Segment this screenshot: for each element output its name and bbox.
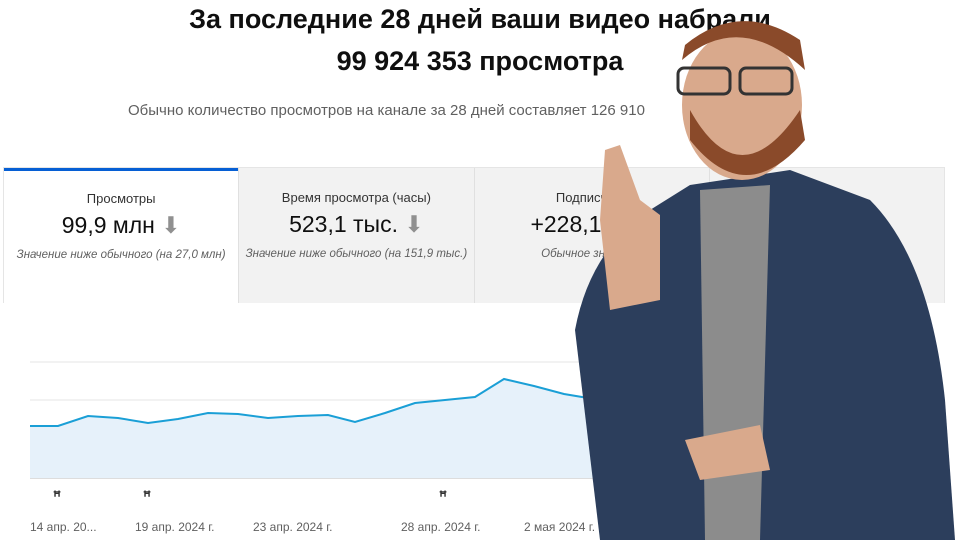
glasses: [676, 66, 732, 96]
date-label: 19 апр. 2024 г.: [135, 520, 215, 534]
tshirt: [700, 185, 770, 540]
metric-value-text: 523,1 тыс.: [289, 211, 398, 237]
title: За последние 28 дней ваши видео набрали: [189, 4, 771, 34]
date-label: 28 апр. 2024 г.: [401, 520, 481, 534]
metric-label: Просмотры: [86, 191, 156, 206]
metric-tab[interactable]: Время просмотра (часы) 523,1 тыс. ⬇ Значен…: [238, 168, 474, 303]
hair: [682, 21, 805, 71]
hand: [685, 425, 770, 480]
metric-tab[interactable]: Просмотры 99,9 млн ⬇ Значение ниже обычног…: [4, 168, 239, 303]
line: [30, 377, 601, 427]
person: [575, 21, 955, 540]
metric-note: Значение ниже обычного (на 151,9 тыс.): [245, 248, 468, 260]
area: [30, 379, 600, 478]
shorts-icons: ꟸ ꟸ ꟸ: [53, 488, 447, 504]
glasses: [738, 66, 794, 96]
metric-value: 523,1 тыс. ⬇: [289, 211, 424, 237]
metric-note: Значение ниже обычного (на 27,0 млн): [16, 249, 226, 261]
metric-value: 99,9 млн ⬇: [61, 212, 181, 238]
shorts-icon: ꟸ: [143, 488, 151, 504]
title: 99 924 353 просмотра: [336, 46, 624, 76]
shorts-icon: ꟸ: [439, 488, 447, 504]
metric-label: Время просмотра (часы): [281, 190, 431, 205]
metric-value-text: 99,9 млн: [61, 212, 155, 238]
date-label: 14 апр. 20...: [30, 520, 97, 534]
subtitle-text: Обычно количество просмотров на канале з…: [128, 102, 645, 119]
beard: [690, 110, 805, 175]
date-label: 2 мая 2024 г.: [524, 520, 596, 534]
shorts-icon: ꟸ: [53, 488, 61, 504]
metric-tabs: Просмотры 99,9 млн ⬇ Значение ниже обычног…: [3, 167, 945, 303]
hand: [600, 145, 660, 310]
date-label: 23 апр. 2024 г.: [253, 520, 333, 534]
